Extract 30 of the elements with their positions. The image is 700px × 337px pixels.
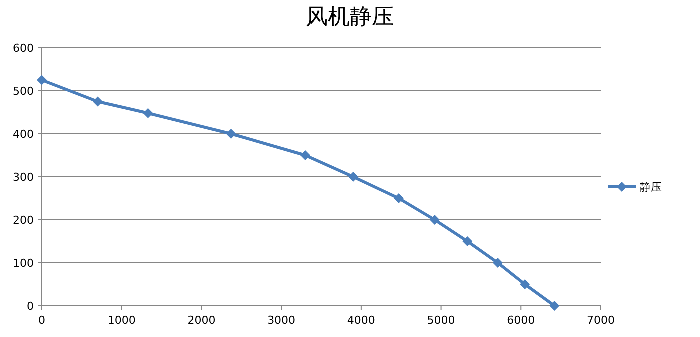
- x-tick-label: 7000: [587, 314, 615, 327]
- point: [462, 236, 473, 246]
- point: [394, 194, 404, 204]
- y-tick-label: 600: [13, 42, 34, 55]
- y-tick-label: 0: [27, 300, 34, 313]
- y-tick-label: 500: [13, 85, 34, 98]
- x-tick-label: 4000: [347, 314, 376, 327]
- x-tick-label: 3000: [268, 314, 296, 327]
- chart-title: 风机静压: [306, 5, 394, 30]
- point: [143, 108, 154, 118]
- y-tick-label: 300: [13, 171, 34, 184]
- x-tick-label: 5000: [427, 314, 456, 327]
- point: [430, 215, 440, 225]
- y-tick-label: 200: [13, 214, 34, 227]
- point: [226, 129, 236, 139]
- point: [492, 258, 503, 268]
- y-tick-label: 100: [13, 257, 34, 270]
- legend: 静压: [608, 181, 662, 194]
- y-tick-label: 400: [13, 128, 34, 141]
- point: [348, 172, 358, 182]
- x-tick-label: 0: [38, 314, 46, 327]
- x-tick-label: 6000: [507, 314, 536, 327]
- point: [520, 280, 530, 290]
- x-tick-label: 2000: [188, 314, 216, 327]
- point: [300, 150, 311, 160]
- point: [550, 301, 560, 311]
- point: [37, 75, 47, 86]
- x-tick-label: 1000: [108, 314, 136, 327]
- legend-label: 静压: [640, 181, 662, 194]
- point: [92, 96, 103, 107]
